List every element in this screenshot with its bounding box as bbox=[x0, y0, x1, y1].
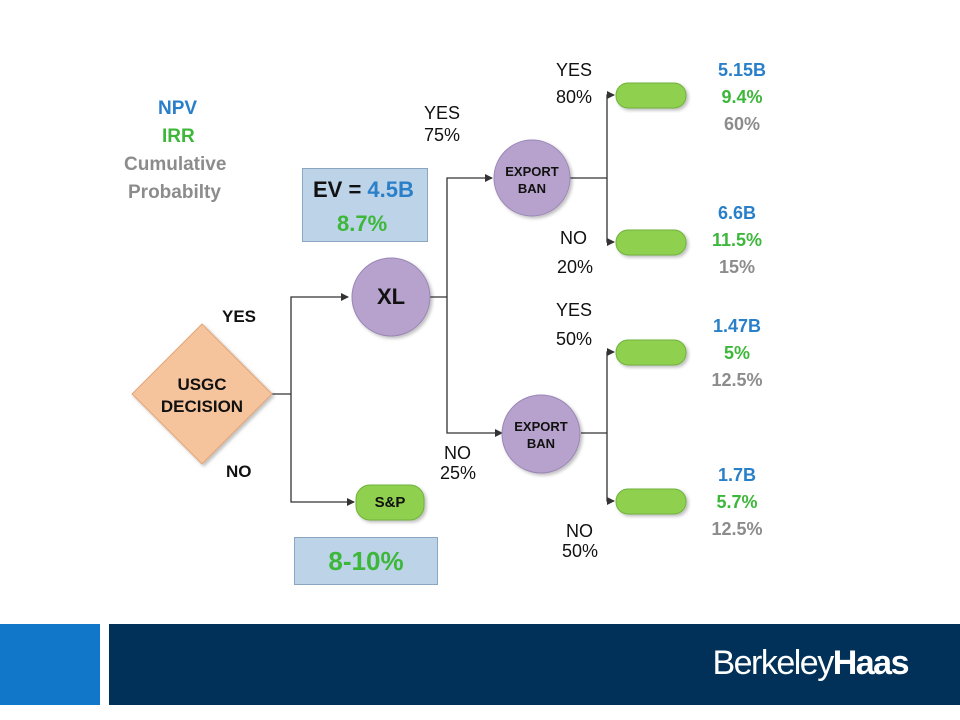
decision-label-line1: USGC bbox=[177, 375, 227, 394]
ev-value: 4.5B bbox=[367, 177, 414, 202]
export-ban-1-line2: BAN bbox=[517, 181, 547, 196]
connector-ban1-yes bbox=[606, 91, 615, 178]
connector-decision-yes bbox=[290, 293, 349, 394]
expected-value-box: EV = 4.5B 8.7% bbox=[302, 168, 428, 242]
outcome-4-irr: 5.7% bbox=[716, 492, 758, 512]
export-ban-2-line2: BAN bbox=[526, 436, 556, 451]
sp-node bbox=[355, 484, 425, 521]
ev-prefix: EV = bbox=[313, 177, 368, 202]
logo-berkeley: Berkeley bbox=[712, 644, 834, 682]
ev-label: EV = 4.5B bbox=[313, 179, 414, 201]
branch-xl-no: NO bbox=[444, 443, 471, 463]
export-ban-node-2 bbox=[501, 394, 581, 474]
connector-xl-no bbox=[446, 297, 503, 437]
outcome-3: 1.47B 5% 12.5% bbox=[695, 313, 779, 394]
legend-probability: Probabilty bbox=[128, 182, 221, 203]
logo-haas: Haas bbox=[832, 644, 910, 682]
branch-ban2-no: NO bbox=[566, 521, 593, 541]
outcome-4-npv: 1.7B bbox=[717, 465, 757, 485]
branch-ban2-yes: YES bbox=[556, 300, 593, 320]
xl-label: XL bbox=[376, 284, 406, 309]
terminal-pill-1 bbox=[615, 82, 687, 109]
footer-accent-block bbox=[0, 624, 100, 705]
outcome-2: 6.6B 11.5% 15% bbox=[695, 200, 779, 281]
footer-bar bbox=[109, 624, 960, 705]
outcome-1: 5.15B 9.4% 60% bbox=[700, 57, 784, 138]
legend-irr: IRR bbox=[162, 126, 195, 147]
export-ban-label-1: EXPORT BAN bbox=[494, 163, 570, 197]
connector-decision-no bbox=[290, 394, 355, 506]
berkeley-haas-logo: BerkeleyHaas bbox=[712, 644, 910, 682]
outcome-2-npv: 6.6B bbox=[717, 203, 757, 223]
export-ban-node-1 bbox=[493, 139, 571, 217]
branch-ban2-no-pct: 50% bbox=[562, 541, 599, 561]
decision-node bbox=[131, 323, 273, 465]
sp-return-range-box: 8-10% bbox=[294, 537, 438, 585]
branch-decision-yes: YES bbox=[222, 307, 257, 326]
connector-xl-yes bbox=[446, 174, 493, 297]
branch-xl-yes: YES bbox=[424, 103, 461, 123]
xl-node bbox=[351, 257, 431, 337]
outcome-1-npv: 5.15B bbox=[717, 60, 767, 80]
connector-ban2-no bbox=[606, 433, 615, 505]
legend-npv: NPV bbox=[158, 98, 198, 119]
outcome-2-probability: 15% bbox=[718, 257, 756, 277]
export-ban-2-line1: EXPORT bbox=[514, 419, 568, 434]
branch-ban1-no-pct: 20% bbox=[557, 257, 594, 277]
outcome-4: 1.7B 5.7% 12.5% bbox=[695, 462, 779, 543]
decision-label-line2: DECISION bbox=[160, 397, 244, 416]
terminal-pill-3 bbox=[615, 339, 687, 366]
outcome-1-probability: 60% bbox=[723, 114, 761, 134]
outcome-3-probability: 12.5% bbox=[711, 370, 763, 390]
export-ban-label-2: EXPORT BAN bbox=[503, 418, 579, 452]
outcome-3-npv: 1.47B bbox=[712, 316, 762, 336]
connector-ban2-yes bbox=[606, 348, 615, 433]
sp-label: S&P bbox=[374, 494, 406, 511]
branch-decision-no: NO bbox=[226, 462, 252, 481]
terminal-pill-2 bbox=[615, 229, 687, 256]
branch-ban2-yes-pct: 50% bbox=[556, 329, 593, 349]
connector-ban1-no bbox=[606, 178, 615, 246]
sp-return-range: 8-10% bbox=[328, 546, 404, 576]
legend-cumulative: Cumulative bbox=[124, 154, 227, 175]
branch-ban1-no: NO bbox=[560, 228, 587, 248]
export-ban-1-line1: EXPORT bbox=[505, 164, 559, 179]
outcome-1-irr: 9.4% bbox=[721, 87, 763, 107]
ev-irr: 8.7% bbox=[337, 211, 388, 236]
terminal-pill-4 bbox=[615, 488, 687, 515]
decision-label: USGC DECISION bbox=[150, 374, 254, 418]
branch-ban1-yes: YES bbox=[556, 60, 593, 80]
outcome-3-irr: 5% bbox=[723, 343, 750, 363]
outcome-4-probability: 12.5% bbox=[711, 519, 763, 539]
branch-xl-yes-pct: 75% bbox=[424, 125, 461, 145]
outcome-2-irr: 11.5% bbox=[711, 230, 763, 250]
branch-xl-no-pct: 25% bbox=[440, 463, 477, 483]
branch-ban1-yes-pct: 80% bbox=[556, 87, 593, 107]
